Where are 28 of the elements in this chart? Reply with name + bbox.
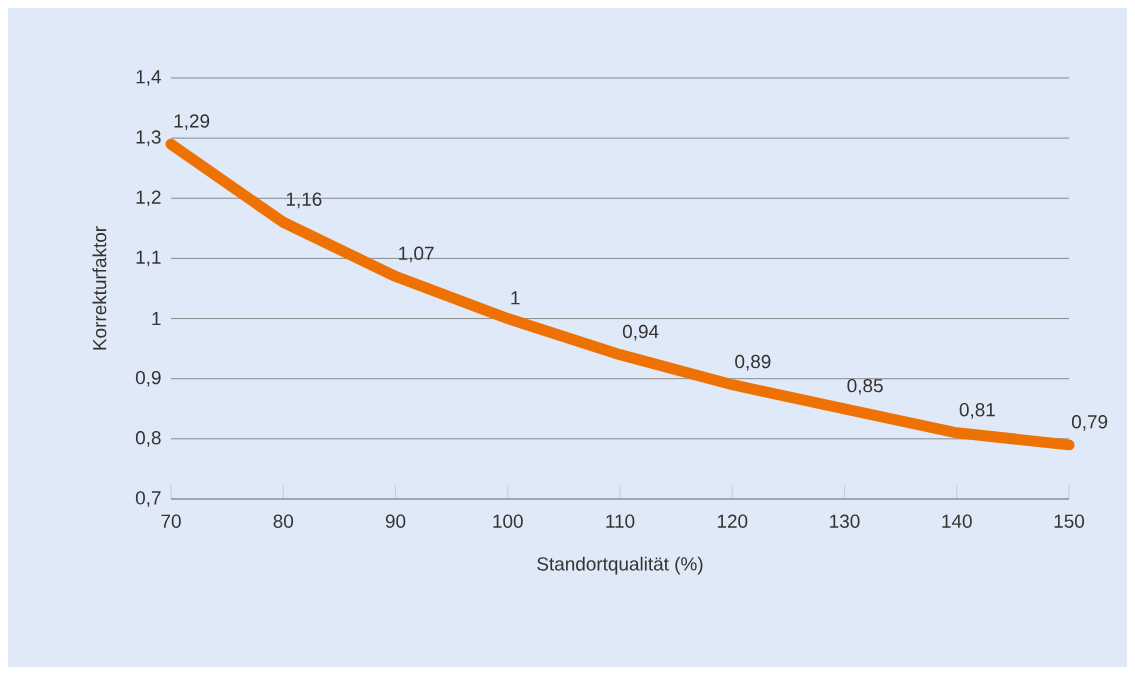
data-label: 0,85	[847, 378, 883, 395]
data-label: 1	[511, 291, 520, 305]
data-label: 1,29	[174, 114, 210, 130]
y-tick-label: 1,4	[136, 70, 161, 86]
data-label: 0,81	[959, 402, 995, 419]
data-label: 0,94	[622, 324, 659, 341]
y-tick-label: 1,2	[136, 190, 161, 207]
data-label: 0,89	[735, 354, 771, 371]
x-tick-label: 90	[385, 514, 406, 528]
x-axis-title: Standortqualität (%)	[537, 556, 703, 575]
y-tick-label: 1,1	[136, 250, 161, 267]
y-axis-title: Korrekturfaktor	[92, 226, 107, 350]
y-tick-label: 0,8	[135, 431, 161, 447]
x-tick-label: 150	[1054, 514, 1085, 528]
x-tick-label: 100	[493, 514, 523, 528]
data-label: 0,79	[1071, 415, 1108, 431]
y-tick-label: 1	[152, 312, 161, 326]
x-tick-label: 130	[830, 514, 860, 528]
x-tick-label: 120	[717, 514, 748, 528]
y-tick-label: 1,3	[136, 130, 161, 146]
x-tick-label: 70	[161, 514, 181, 528]
x-tick-label: 110	[606, 514, 635, 528]
y-tick-label: 0,9	[135, 370, 161, 387]
data-label: 1,07	[399, 246, 434, 263]
data-label: 1,16	[286, 192, 322, 209]
x-tick-label: 80	[273, 514, 294, 528]
x-tick-label: 140	[942, 514, 972, 528]
y-tick-label: 0,7	[135, 491, 161, 507]
